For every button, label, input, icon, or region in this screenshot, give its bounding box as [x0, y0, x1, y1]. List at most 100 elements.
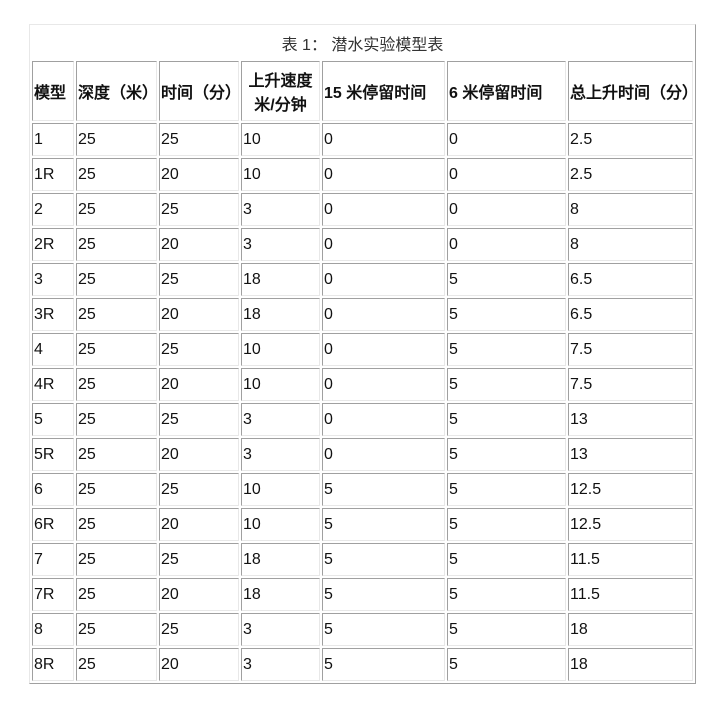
cell-model: 5	[32, 403, 74, 436]
cell-6m-stop: 5	[447, 403, 566, 436]
cell-15m-stop: 0	[322, 403, 445, 436]
cell-time: 20	[159, 158, 239, 191]
cell-ascent-rate: 3	[241, 193, 320, 226]
cell-ascent-rate: 10	[241, 158, 320, 191]
cell-total-ascent: 7.5	[568, 368, 693, 401]
cell-model: 6	[32, 473, 74, 506]
cell-6m-stop: 5	[447, 368, 566, 401]
cell-15m-stop: 0	[322, 298, 445, 331]
cell-time: 20	[159, 298, 239, 331]
cell-6m-stop: 5	[447, 333, 566, 366]
cell-model: 3R	[32, 298, 74, 331]
cell-15m-stop: 0	[322, 333, 445, 366]
cell-6m-stop: 5	[447, 263, 566, 296]
cell-model: 1	[32, 123, 74, 156]
cell-depth: 25	[76, 578, 157, 611]
cell-15m-stop: 0	[322, 368, 445, 401]
cell-6m-stop: 5	[447, 508, 566, 541]
cell-total-ascent: 8	[568, 228, 693, 261]
header-model: 模型	[32, 61, 74, 121]
cell-time: 20	[159, 508, 239, 541]
cell-model: 4	[32, 333, 74, 366]
table-row: 4R 25 20 10 0 5 7.5	[32, 368, 693, 401]
cell-15m-stop: 5	[322, 473, 445, 506]
cell-ascent-rate: 10	[241, 473, 320, 506]
cell-depth: 25	[76, 543, 157, 576]
cell-total-ascent: 8	[568, 193, 693, 226]
cell-15m-stop: 5	[322, 543, 445, 576]
cell-depth: 25	[76, 158, 157, 191]
header-15m-stop: 15 米停留时间	[322, 61, 445, 121]
cell-model: 8R	[32, 648, 74, 681]
cell-depth: 25	[76, 403, 157, 436]
cell-6m-stop: 5	[447, 648, 566, 681]
cell-depth: 25	[76, 193, 157, 226]
cell-ascent-rate: 10	[241, 333, 320, 366]
cell-depth: 25	[76, 123, 157, 156]
cell-15m-stop: 0	[322, 123, 445, 156]
cell-depth: 25	[76, 648, 157, 681]
cell-model: 2R	[32, 228, 74, 261]
cell-total-ascent: 6.5	[568, 263, 693, 296]
cell-ascent-rate: 3	[241, 438, 320, 471]
cell-6m-stop: 5	[447, 438, 566, 471]
cell-model: 8	[32, 613, 74, 646]
cell-time: 25	[159, 613, 239, 646]
cell-time: 25	[159, 543, 239, 576]
header-time: 时间（分）	[159, 61, 241, 121]
table-row: 3 25 25 18 0 5 6.5	[32, 263, 693, 296]
cell-ascent-rate: 10	[241, 508, 320, 541]
cell-depth: 25	[76, 263, 157, 296]
cell-total-ascent: 18	[568, 648, 693, 681]
cell-time: 25	[159, 473, 239, 506]
cell-ascent-rate: 10	[241, 368, 320, 401]
cell-total-ascent: 12.5	[568, 508, 693, 541]
table-row: 2 25 25 3 0 0 8	[32, 193, 693, 226]
cell-6m-stop: 5	[447, 613, 566, 646]
table-row: 8 25 25 3 5 5 18	[32, 613, 693, 646]
cell-ascent-rate: 3	[241, 613, 320, 646]
cell-depth: 25	[76, 333, 157, 366]
header-row: 模型 深度（米） 时间（分） 上升速度米/分钟 15 米停留时间 6 米停留时间…	[32, 61, 698, 121]
cell-ascent-rate: 3	[241, 228, 320, 261]
table-row: 6 25 25 10 5 5 12.5	[32, 473, 693, 506]
table-row: 2R 25 20 3 0 0 8	[32, 228, 693, 261]
cell-depth: 25	[76, 438, 157, 471]
cell-time: 20	[159, 228, 239, 261]
cell-total-ascent: 2.5	[568, 123, 693, 156]
table-row: 6R 25 20 10 5 5 12.5	[32, 508, 693, 541]
cell-15m-stop: 5	[322, 613, 445, 646]
cell-total-ascent: 11.5	[568, 578, 693, 611]
cell-time: 25	[159, 403, 239, 436]
table-row: 5R 25 20 3 0 5 13	[32, 438, 693, 471]
table-row: 3R 25 20 18 0 5 6.5	[32, 298, 693, 331]
cell-ascent-rate: 3	[241, 403, 320, 436]
cell-model: 4R	[32, 368, 74, 401]
table-row: 1R 25 20 10 0 0 2.5	[32, 158, 693, 191]
cell-6m-stop: 0	[447, 123, 566, 156]
cell-15m-stop: 0	[322, 158, 445, 191]
cell-total-ascent: 2.5	[568, 158, 693, 191]
cell-total-ascent: 7.5	[568, 333, 693, 366]
cell-15m-stop: 5	[322, 648, 445, 681]
table-row: 7R 25 20 18 5 5 11.5	[32, 578, 693, 611]
cell-ascent-rate: 10	[241, 123, 320, 156]
cell-time: 25	[159, 333, 239, 366]
cell-depth: 25	[76, 228, 157, 261]
cell-15m-stop: 0	[322, 193, 445, 226]
cell-model: 2	[32, 193, 74, 226]
cell-15m-stop: 5	[322, 578, 445, 611]
cell-15m-stop: 0	[322, 228, 445, 261]
header-depth: 深度（米）	[76, 61, 158, 121]
title-row: 表 1： 潜水实验模型表	[32, 27, 693, 59]
cell-6m-stop: 5	[447, 473, 566, 506]
cell-model: 5R	[32, 438, 74, 471]
cell-ascent-rate: 18	[241, 298, 320, 331]
table-row: 7 25 25 18 5 5 11.5	[32, 543, 693, 576]
cell-6m-stop: 5	[447, 543, 566, 576]
cell-ascent-rate: 3	[241, 648, 320, 681]
cell-total-ascent: 18	[568, 613, 693, 646]
cell-15m-stop: 0	[322, 263, 445, 296]
cell-total-ascent: 6.5	[568, 298, 693, 331]
cell-model: 6R	[32, 508, 74, 541]
